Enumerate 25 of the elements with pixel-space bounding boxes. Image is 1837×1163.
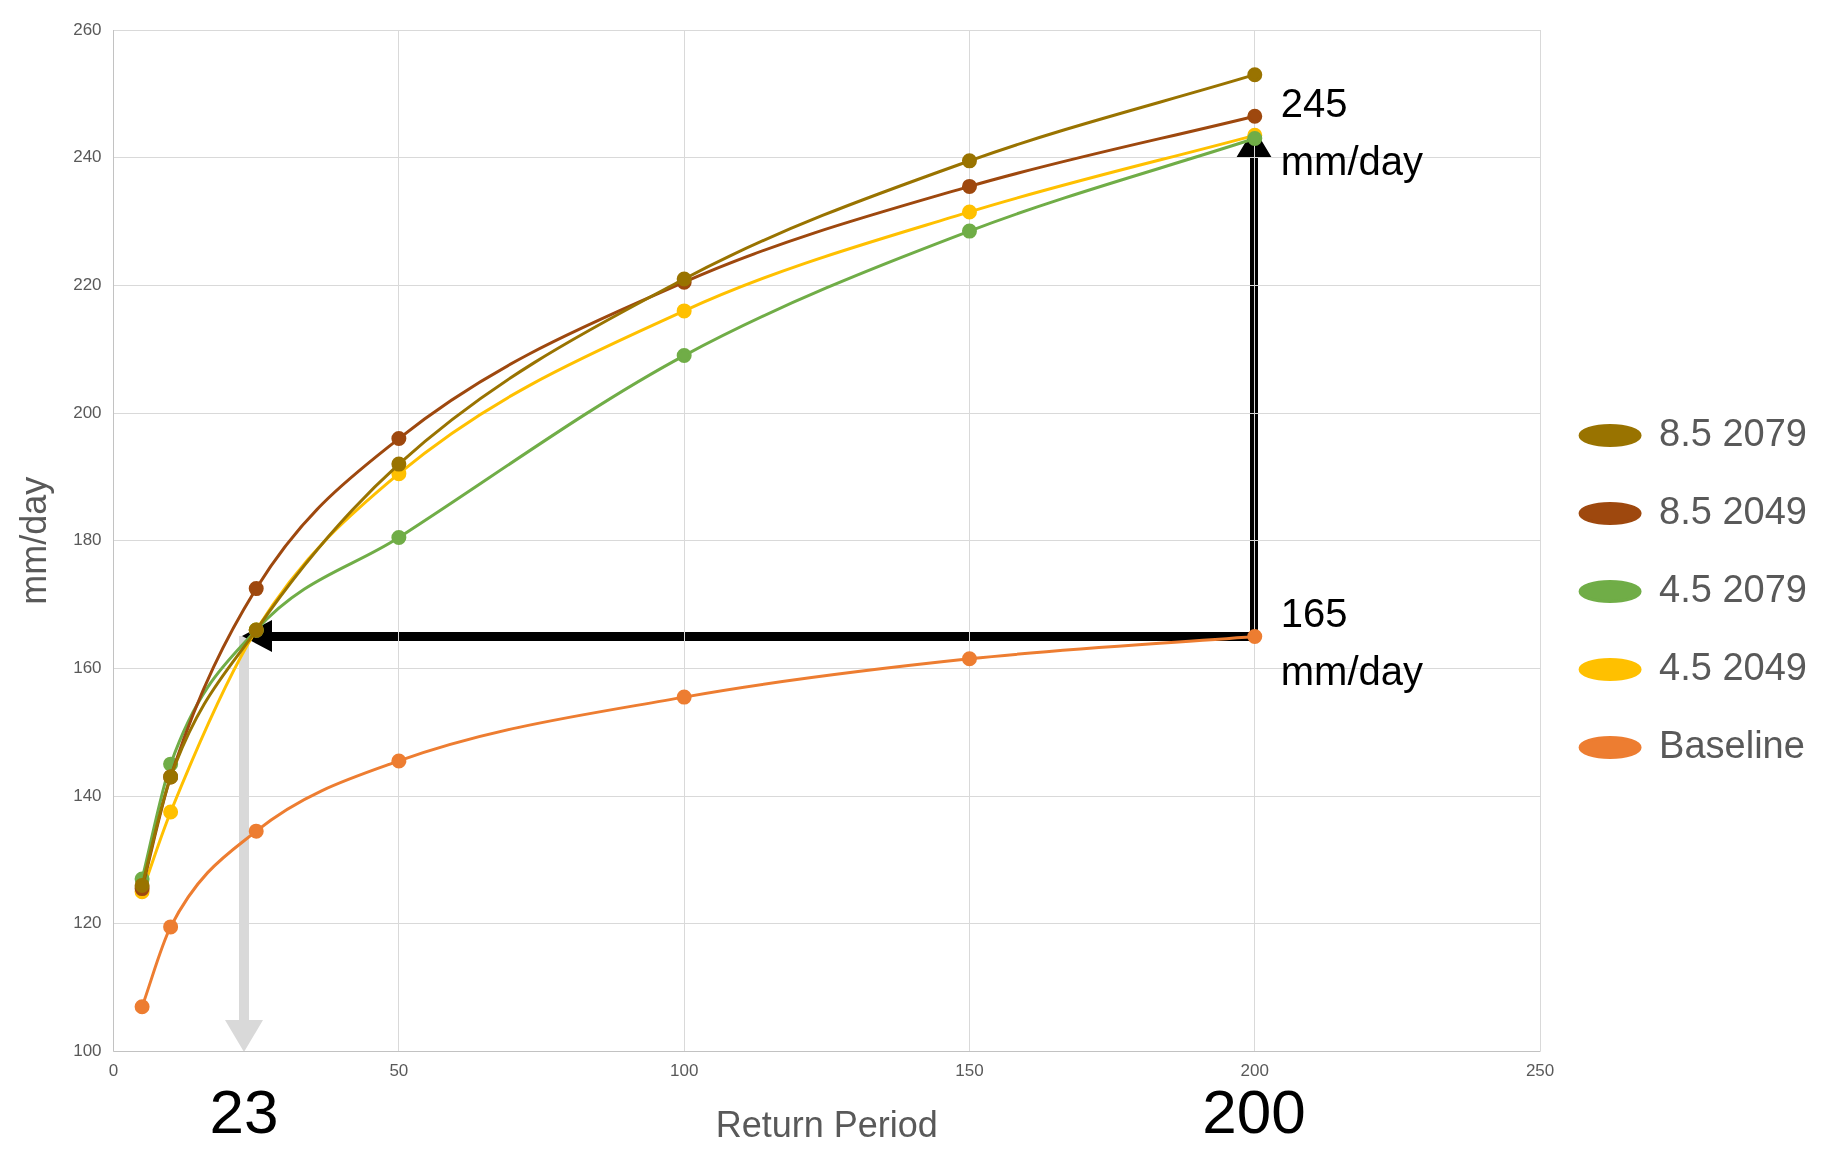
y-tick-label: 240 <box>73 147 102 167</box>
y-axis-title: mm/day <box>12 476 54 605</box>
x-tick-label: 200 <box>1240 1061 1269 1081</box>
text: 23 <box>209 1077 279 1147</box>
annotation: 245 mm/day <box>1280 80 1424 183</box>
y-tick-label: 160 <box>73 658 102 678</box>
x-axis-title: Return Period <box>715 1104 938 1146</box>
legend-label: 4.5 2079 <box>1659 567 1807 610</box>
legend-label: 4.5 2049 <box>1659 645 1807 688</box>
y-tick-label: 200 <box>73 402 102 422</box>
x-tick-label: 50 <box>389 1061 409 1081</box>
x-tick-label: 0 <box>108 1061 119 1081</box>
legend-label: Baseline <box>1659 723 1805 766</box>
y-tick-label: 260 <box>73 19 102 39</box>
x-tick-label: 150 <box>955 1061 984 1081</box>
y-tick-label: 120 <box>73 913 102 933</box>
legend-label: 8.5 2079 <box>1659 411 1807 454</box>
y-tick-label: 100 <box>73 1041 102 1061</box>
annotation: 165 mm/day <box>1280 591 1424 694</box>
x-tick-label: 100 <box>669 1061 699 1081</box>
x-tick-label: 250 <box>1525 1061 1555 1081</box>
y-tick-label: 220 <box>73 275 102 295</box>
y-tick-label: 140 <box>73 785 102 805</box>
y-tick-label: 180 <box>73 530 102 550</box>
legend-label: 8.5 2049 <box>1659 489 1807 532</box>
